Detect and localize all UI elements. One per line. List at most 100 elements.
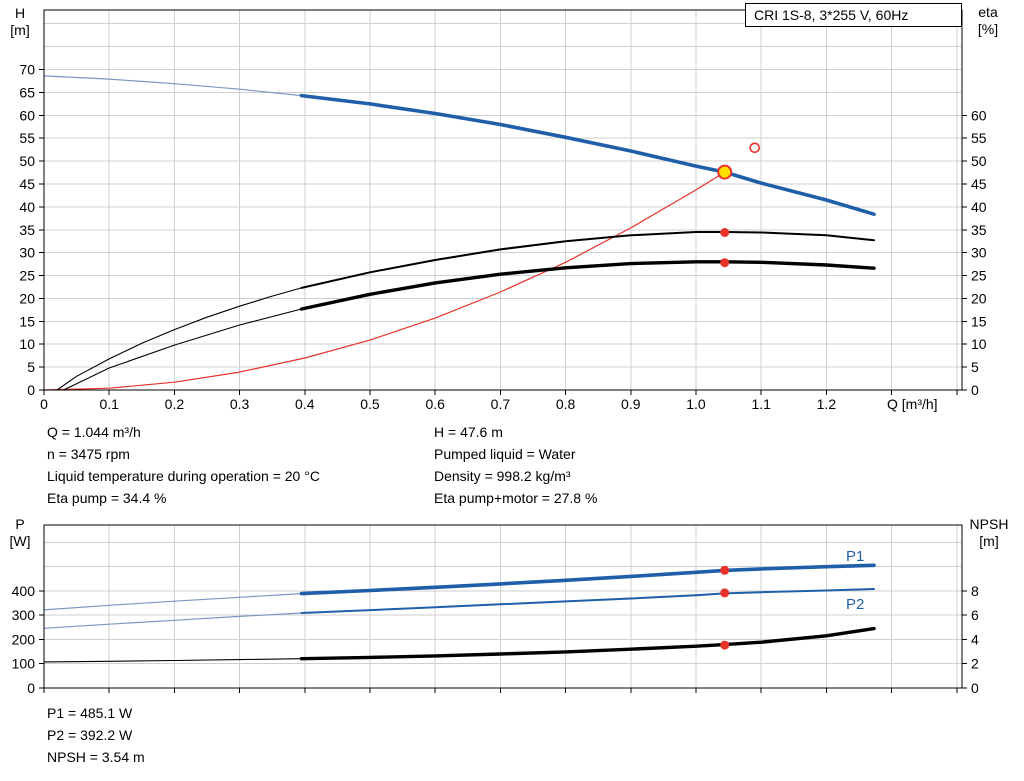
eta-axis-unit: [%] xyxy=(977,21,999,37)
axes-frame xyxy=(39,524,967,693)
left-tick-label: 40 xyxy=(19,199,35,215)
p2-curve-label: P2 xyxy=(846,596,864,613)
eta-pump-curve-low-flow xyxy=(56,287,303,391)
npsh-point xyxy=(720,640,730,650)
rated-point xyxy=(749,142,761,154)
right-tick-label: 60 xyxy=(971,107,987,123)
right-tick-label: 4 xyxy=(971,631,979,647)
p1-point xyxy=(720,565,730,575)
eta-pump-motor-point xyxy=(720,258,730,268)
left-tick-label: 200 xyxy=(12,631,36,647)
right-tick-label: 5 xyxy=(971,359,979,375)
gridlines xyxy=(44,525,962,688)
right-tick-label: 15 xyxy=(971,313,987,329)
x-tick-label: 0.8 xyxy=(556,396,576,412)
x-tick-label: 1.1 xyxy=(751,396,771,412)
x-tick-label: 0.9 xyxy=(621,396,641,412)
p2-point xyxy=(720,588,730,598)
left-tick-label: 20 xyxy=(19,290,35,306)
x-tick-label: 0.4 xyxy=(295,396,315,412)
left-tick-label: 10 xyxy=(19,336,35,352)
left-tick-label: 0 xyxy=(27,680,35,696)
npsh-axis-symbol: NPSH xyxy=(969,516,1009,532)
axes-frame xyxy=(39,9,967,395)
right-tick-label: 35 xyxy=(971,222,987,238)
q-axis-label: Q [m³/h] xyxy=(887,396,938,412)
pump-title-box: CRI 1S-8, 3*255 V, 60Hz xyxy=(745,3,962,27)
x-tick-label: 0 xyxy=(40,396,48,412)
x-tick-label: 0.1 xyxy=(99,396,119,412)
tick-labels: 0 100 200 300 400 0 2 4 6 8 xyxy=(12,583,979,696)
p2-curve-low-flow xyxy=(43,612,303,629)
left-tick-label: 100 xyxy=(12,656,36,672)
eta-pump-curve xyxy=(300,231,875,289)
npsh-axis-title: NPSH [m] xyxy=(958,516,1020,550)
x-tick-label: 0.2 xyxy=(165,396,185,412)
eta-axis-title: eta [%] xyxy=(963,4,1013,38)
head-readout: H = 47.6 m xyxy=(434,424,503,440)
left-tick-label: 60 xyxy=(19,107,35,123)
p1-curve-low-flow xyxy=(43,592,303,611)
left-tick-label: 5 xyxy=(27,359,35,375)
x-tick-label: 0.6 xyxy=(425,396,445,412)
right-tick-label: 55 xyxy=(971,130,987,146)
left-tick-label: 30 xyxy=(19,245,35,261)
right-tick-label: 0 xyxy=(971,680,979,696)
left-tick-label: 70 xyxy=(19,62,35,78)
duty-point xyxy=(717,164,733,180)
left-tick-label: 55 xyxy=(19,130,35,146)
right-tick-label: 40 xyxy=(971,199,987,215)
power-npsh-chart: 0 100 200 300 400 0 2 4 6 8 P1 P2 xyxy=(12,524,979,696)
speed-readout: n = 3475 rpm xyxy=(47,446,130,462)
left-tick-label: 35 xyxy=(19,222,35,238)
left-tick-label: 300 xyxy=(12,607,36,623)
eta-pump-motor-curve xyxy=(299,260,876,311)
p-axis-symbol: P xyxy=(15,516,25,532)
x-tick-label: 0.3 xyxy=(230,396,250,412)
flow-readout: Q = 1.044 m³/h xyxy=(47,424,141,440)
right-tick-label: 10 xyxy=(971,336,987,352)
qh-curve-low-flow xyxy=(43,75,303,97)
right-tick-label: 45 xyxy=(971,176,987,192)
right-tick-label: 25 xyxy=(971,268,987,284)
h-axis-symbol: H xyxy=(14,5,26,21)
left-tick-label: 50 xyxy=(19,153,35,169)
left-tick-label: 65 xyxy=(19,84,35,100)
right-tick-label: 0 xyxy=(971,382,979,398)
left-tick-label: 15 xyxy=(19,313,35,329)
p1-readout: P1 = 485.1 W xyxy=(47,705,133,721)
x-tick-label: 1.2 xyxy=(817,396,837,412)
p1-curve-label: P1 xyxy=(846,548,864,565)
p-axis-unit: [W] xyxy=(9,533,31,549)
x-tick-label: 1.0 xyxy=(686,396,706,412)
liquid-temp-readout: Liquid temperature during operation = 20… xyxy=(47,468,320,484)
left-tick-label: 45 xyxy=(19,176,35,192)
qh-curve xyxy=(299,93,876,216)
qh-eta-chart: 0 5 10 15 20 25 30 35 40 45 50 55 60 65 70 0 5 10 15 20 25 30… xyxy=(19,9,987,412)
npsh-curve-low-flow xyxy=(43,658,303,663)
eta-pump-motor-curve-low-flow xyxy=(63,308,303,391)
right-tick-label: 8 xyxy=(971,583,979,599)
eta-pump-readout: Eta pump = 34.4 % xyxy=(47,490,167,506)
duty-info-right: H = 47.6 m Pumped liquid = Water Density… xyxy=(434,421,597,509)
right-tick-label: 2 xyxy=(971,656,979,672)
p2-curve xyxy=(300,588,875,614)
left-tick-label: 400 xyxy=(12,583,36,599)
right-tick-label: 20 xyxy=(971,290,987,306)
npsh-readout: NPSH = 3.54 m xyxy=(47,749,145,765)
duty-info-left: Q = 1.044 m³/h n = 3475 rpm Liquid tempe… xyxy=(47,421,320,509)
right-tick-label: 50 xyxy=(971,153,987,169)
p2-readout: P2 = 392.2 W xyxy=(47,727,133,743)
left-tick-label: 25 xyxy=(19,268,35,284)
left-tick-label: 0 xyxy=(27,382,35,398)
p1-curve xyxy=(299,563,876,596)
eta-axis-symbol: eta xyxy=(978,4,998,20)
p-axis-title: P [W] xyxy=(2,516,38,550)
npsh-axis-unit: [m] xyxy=(979,533,999,549)
x-tick-label: 0.5 xyxy=(360,396,380,412)
tick-labels: 0 5 10 15 20 25 30 35 40 45 50 55 60 65 70 0 5 10 15 20 25 30… xyxy=(19,62,986,412)
gridlines xyxy=(44,10,962,390)
pump-title: CRI 1S-8, 3*255 V, 60Hz xyxy=(754,7,909,23)
